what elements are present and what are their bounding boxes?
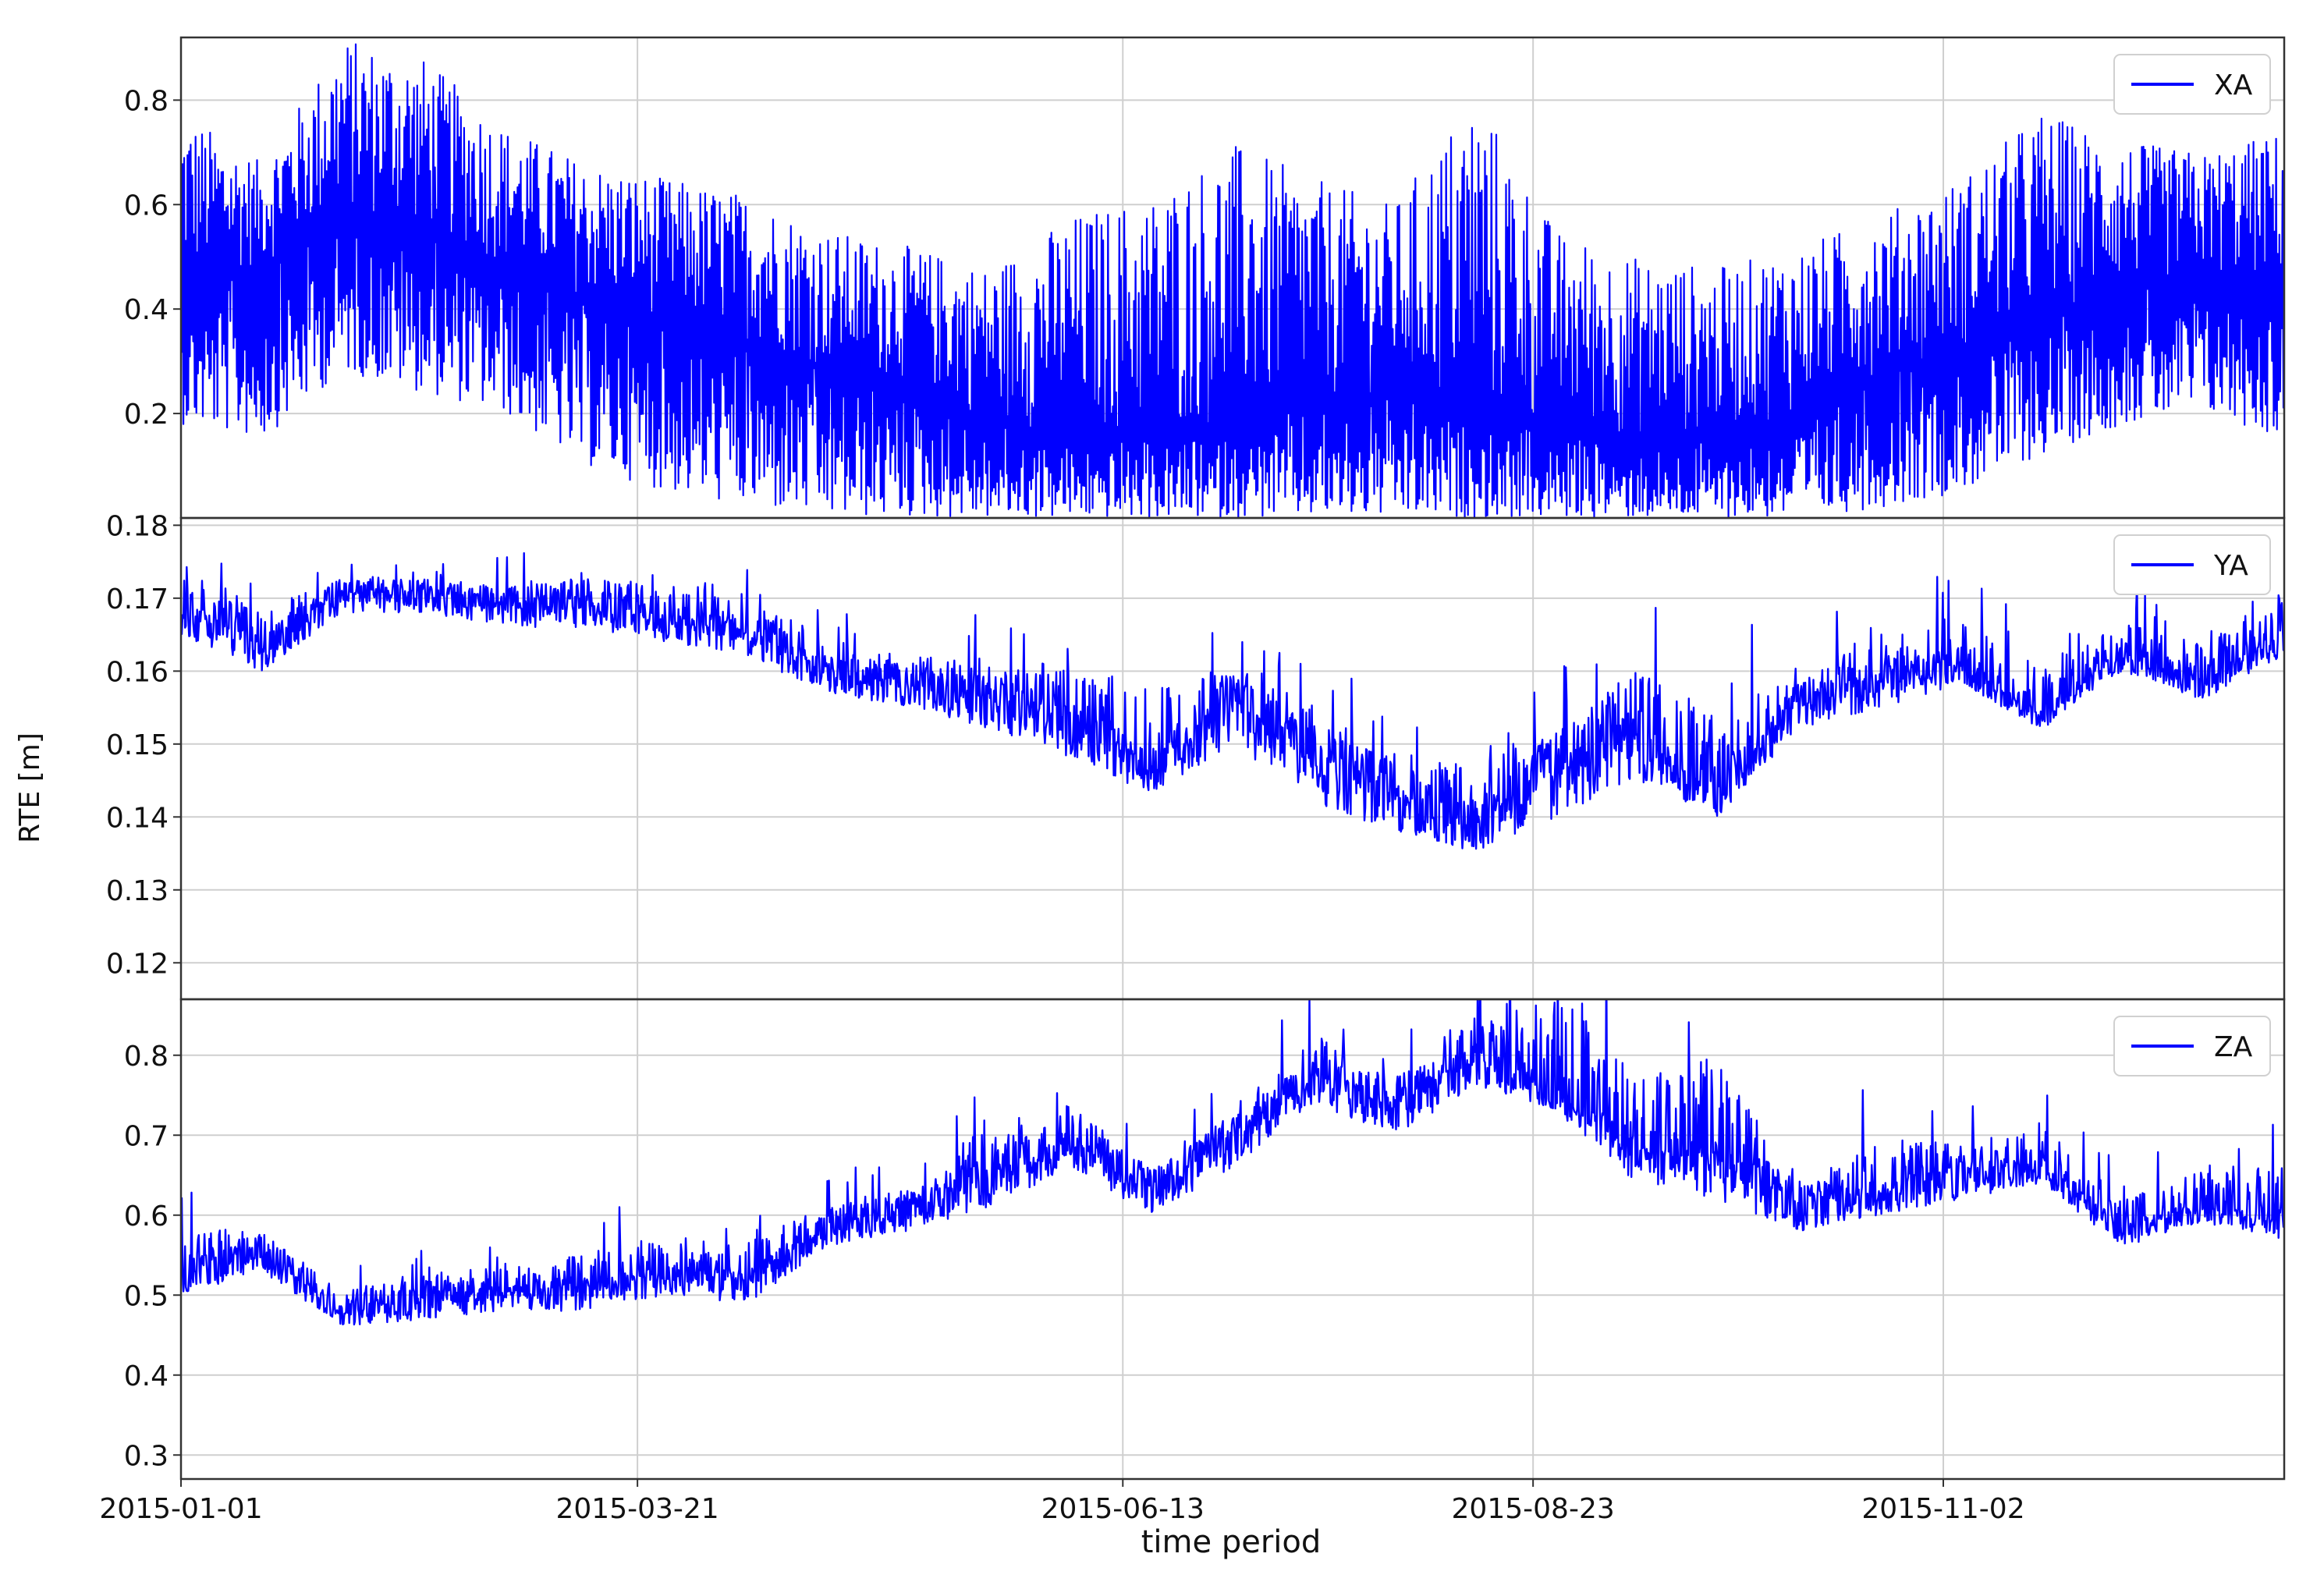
legend-layer: XA YA ZA — [2113, 54, 2271, 1076]
x-tick-label-3: 2015-06-13 — [1041, 1493, 1205, 1525]
y-tick-label-za-6: 0.8 — [124, 1041, 169, 1073]
panel-frame-za — [179, 998, 2286, 1481]
legend-label-ya: YA — [2213, 550, 2248, 582]
legend-label-xa: XA — [2214, 69, 2253, 101]
y-tick-label-ya-7: 0.18 — [106, 510, 169, 542]
y-tick-label-ya-4: 0.15 — [106, 729, 169, 761]
y-tick-label-xa-2: 0.4 — [124, 294, 169, 326]
y-tick-label-za-1: 0.3 — [124, 1440, 169, 1472]
y-tick-label-ya-6: 0.17 — [106, 583, 169, 615]
x-tick-label-1: 2015-01-01 — [99, 1493, 262, 1525]
x-tick-label-4: 2015-08-23 — [1452, 1493, 1615, 1525]
y-tick-label-za-3: 0.5 — [124, 1280, 169, 1312]
series-line-xa — [181, 43, 2284, 518]
y-tick-label-za-4: 0.6 — [124, 1201, 169, 1233]
y-tick-label-ya-1: 0.12 — [106, 948, 169, 980]
x-tick-label-2: 2015-03-21 — [556, 1493, 719, 1525]
y-tick-label-ya-3: 0.14 — [106, 802, 169, 834]
legend-label-za: ZA — [2214, 1031, 2253, 1063]
x-axis-label: time period — [1141, 1524, 1322, 1560]
y-tick-label-za-5: 0.7 — [124, 1120, 169, 1152]
x-tick-label-5: 2015-11-02 — [1861, 1493, 2024, 1525]
y-tick-label-xa-1: 0.2 — [124, 399, 169, 431]
y-tick-label-xa-3: 0.6 — [124, 190, 169, 222]
y-tick-label-ya-2: 0.13 — [106, 875, 169, 907]
y-tick-label-ya-5: 0.16 — [106, 656, 169, 688]
series-layer — [181, 43, 2284, 1326]
tick-layer: 2015-01-01 2015-03-21 2015-06-13 2015-08-23… — [99, 85, 2024, 1525]
y-tick-label-za-2: 0.4 — [124, 1360, 169, 1392]
series-line-ya — [181, 552, 2284, 850]
series-line-za — [181, 999, 2284, 1326]
frame-layer — [179, 36, 2286, 1481]
y-tick-label-xa-4: 0.8 — [124, 85, 169, 117]
y-axis-label: RTE [m] — [14, 732, 46, 843]
